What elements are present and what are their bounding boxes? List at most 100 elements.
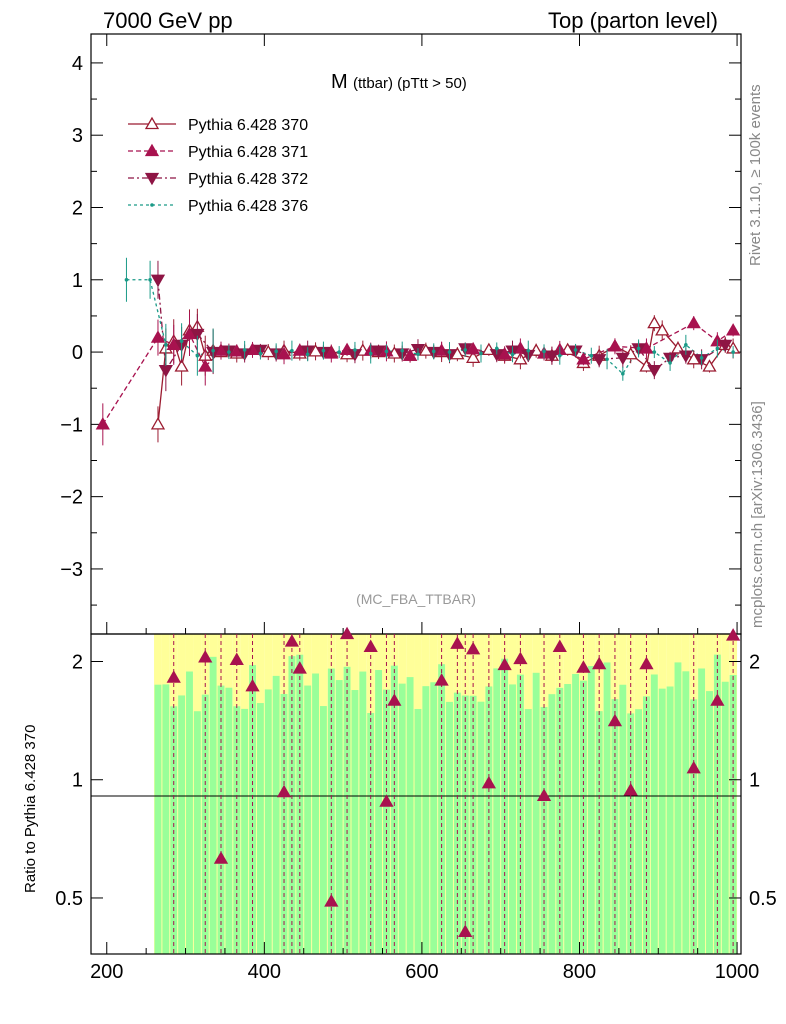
y-tick-label: −2 (60, 487, 83, 509)
data-point-0 (702, 359, 717, 372)
band-green (422, 686, 430, 954)
ratio-point (166, 670, 181, 683)
data-point-3 (431, 349, 436, 354)
data-point-0 (686, 351, 701, 365)
band-green (225, 687, 233, 954)
band-green (264, 689, 272, 954)
data-point-2 (190, 328, 205, 342)
band-green (564, 684, 572, 954)
band-green (359, 671, 367, 954)
data-point-3 (715, 346, 720, 351)
data-point-2 (647, 364, 662, 378)
x-tick-label: 800 (563, 961, 596, 983)
data-point-0 (655, 323, 670, 336)
data-point-1 (95, 417, 110, 430)
ratio-point (229, 652, 244, 665)
band-green (706, 691, 713, 954)
data-point-3 (447, 350, 452, 354)
ratio-frame (90, 633, 742, 955)
band-green (729, 674, 737, 954)
ratio-point (324, 894, 339, 907)
series-line-0 (157, 321, 734, 425)
data-point-3 (479, 351, 483, 356)
ratio-point (379, 794, 394, 807)
band-green (619, 684, 627, 954)
band-green (485, 686, 493, 954)
data-point-3 (164, 343, 168, 347)
ratio-point (245, 678, 260, 692)
legend-marker-0 (144, 116, 160, 130)
data-point-1 (276, 346, 292, 360)
header-left: 7000 GeV pp (103, 8, 233, 33)
data-point-3 (542, 349, 546, 354)
band-green (658, 688, 666, 954)
legend-marker-1 (144, 143, 160, 157)
ratio-point (623, 782, 638, 796)
data-point-2 (150, 274, 166, 288)
header-right: Top (parton level) (548, 8, 718, 33)
data-point-1 (639, 341, 654, 354)
ratio-point (458, 924, 473, 937)
data-point-3 (668, 361, 672, 365)
band-green (509, 684, 516, 954)
data-point-3 (605, 357, 609, 362)
ratio-point (552, 639, 567, 652)
band-green (304, 685, 312, 954)
y-tick-label: 0 (72, 342, 83, 364)
ratio-point (576, 660, 591, 673)
data-point-3 (242, 348, 247, 352)
x-tick-label: 400 (248, 961, 281, 983)
band-green (524, 709, 532, 954)
data-point-2 (544, 350, 560, 363)
x-tick-label: 600 (405, 961, 438, 983)
data-point-3 (589, 353, 594, 358)
data-point-3 (557, 353, 562, 358)
ratio-point (339, 626, 355, 640)
data-point-3 (305, 352, 310, 357)
data-point-3 (636, 346, 641, 351)
band-green (414, 708, 422, 954)
legend-marker-2 (144, 172, 160, 186)
data-point-1 (686, 315, 701, 329)
ratio-point (497, 657, 512, 671)
data-point-3 (510, 352, 515, 357)
data-point-3 (124, 277, 129, 282)
band-green (398, 683, 406, 954)
data-point-3 (684, 343, 688, 347)
data-point-3 (321, 348, 326, 353)
data-point-3 (211, 348, 215, 353)
band-green (446, 701, 453, 954)
data-point-3 (731, 350, 735, 354)
ratio-point (726, 628, 741, 641)
data-point-1 (607, 338, 623, 352)
data-point-0 (450, 346, 465, 360)
data-point-2 (158, 364, 173, 378)
data-point-3 (400, 348, 405, 353)
data-point-1 (150, 330, 166, 343)
band-green (319, 706, 327, 954)
ratio-point (363, 639, 378, 652)
data-point-1 (497, 346, 512, 360)
y-tick-label: 4 (72, 53, 83, 75)
data-point-2 (592, 354, 607, 367)
chart-title-sub: (ttbar) (pTtt > 50) (353, 75, 467, 92)
data-point-1 (198, 359, 213, 372)
series-line-3 (126, 279, 734, 375)
band-green (682, 671, 690, 954)
ratio-y-tick-label: 2 (72, 652, 83, 674)
data-point-3 (179, 339, 184, 344)
band-green (272, 675, 280, 954)
band-green (516, 674, 524, 954)
band-green (698, 668, 706, 954)
data-point-0 (174, 359, 189, 372)
band-green (406, 677, 414, 954)
watermark-label: (MC_FBA_TTBAR) (356, 591, 476, 607)
band-green (383, 689, 390, 954)
ratio-point (607, 713, 623, 727)
data-point-3 (353, 348, 357, 352)
data-point-1 (166, 337, 181, 350)
y-tick-label: 2 (72, 197, 83, 219)
data-point-3 (526, 348, 531, 353)
y-tick-label: 1 (72, 270, 83, 292)
